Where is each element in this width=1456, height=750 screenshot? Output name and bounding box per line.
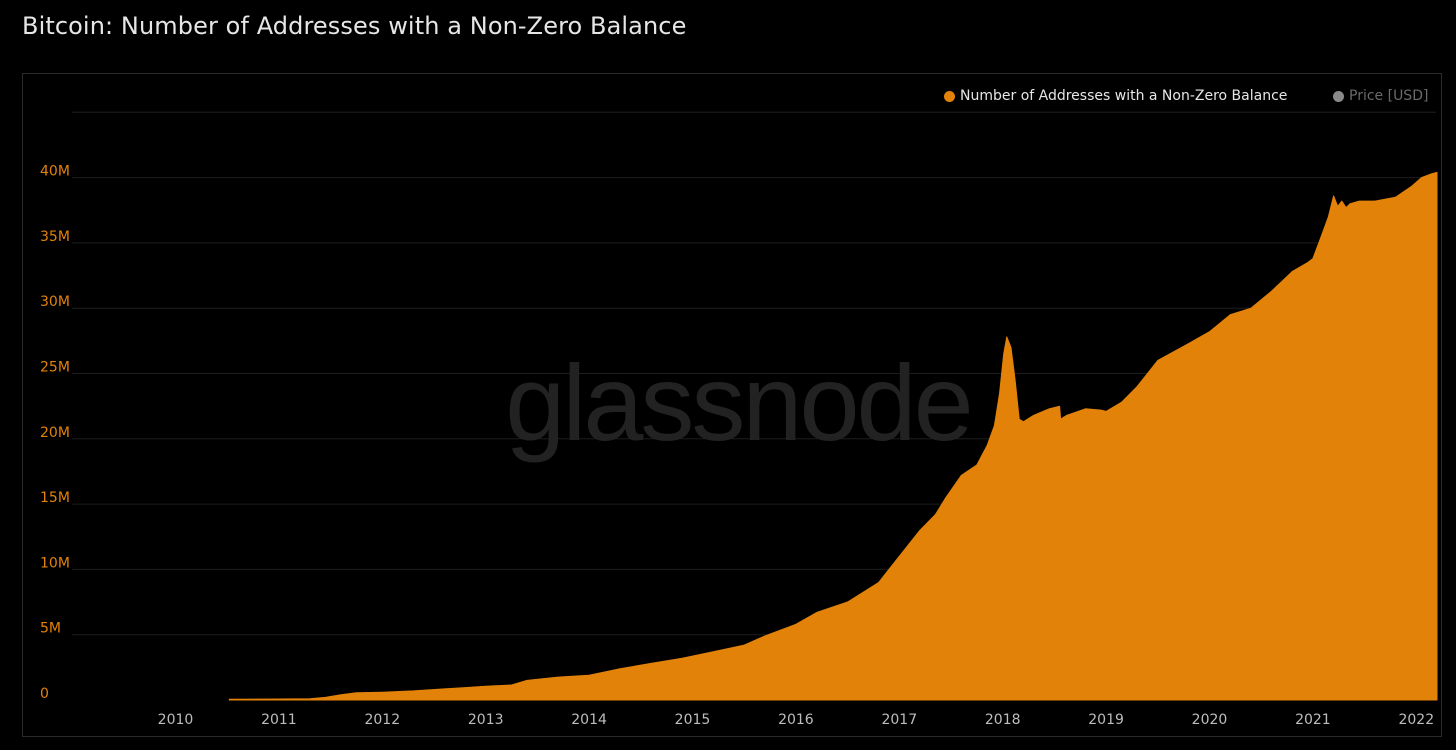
x-axis-ticks: 2010 2011 2012 2013 2014 2015 2016 2017 2018 2019… (158, 712, 1434, 728)
x-tick-label: 2022 (1398, 712, 1434, 728)
legend-dot-price (1333, 90, 1344, 102)
x-tick-label: 2010 (158, 712, 194, 728)
y-tick-label: 10M (40, 555, 70, 571)
y-tick-label: 5M (40, 621, 61, 637)
x-tick-label: 2019 (1088, 712, 1124, 728)
legend-label-addresses: Number of Addresses with a Non-Zero Bala… (960, 88, 1288, 104)
y-tick-label: 40M (40, 164, 70, 180)
y-tick-label: 25M (40, 360, 70, 376)
legend-item-addresses[interactable]: Number of Addresses with a Non-Zero Bala… (944, 88, 1287, 104)
legend-item-price[interactable]: Price [USD] (1333, 88, 1428, 104)
y-tick-label: 15M (40, 490, 70, 506)
x-tick-label: 2014 (571, 712, 607, 728)
legend-dot-addresses (944, 90, 955, 102)
y-tick-label: 20M (40, 425, 70, 441)
x-tick-label: 2018 (985, 712, 1021, 728)
series-area-addresses[interactable] (228, 171, 1438, 701)
x-tick-label: 2021 (1295, 712, 1331, 728)
y-tick-label: 30M (40, 294, 70, 310)
x-tick-label: 2016 (778, 712, 814, 728)
y-tick-label: 0 (40, 686, 49, 702)
x-tick-label: 2013 (468, 712, 504, 728)
y-axis-ticks: 0 5M 10M 15M 20M 25M 30M 35M 40M (40, 164, 70, 702)
x-tick-label: 2011 (261, 712, 297, 728)
watermark-logo: glassnode (505, 342, 970, 463)
y-tick-label: 35M (40, 229, 70, 245)
x-tick-label: 2015 (675, 712, 711, 728)
x-tick-label: 2020 (1192, 712, 1228, 728)
series-layer (228, 171, 1438, 701)
chart-title: Bitcoin: Number of Addresses with a Non-… (22, 12, 687, 40)
legend-label-price: Price [USD] (1349, 88, 1429, 104)
x-tick-label: 2012 (364, 712, 400, 728)
x-tick-label: 2017 (881, 712, 917, 728)
